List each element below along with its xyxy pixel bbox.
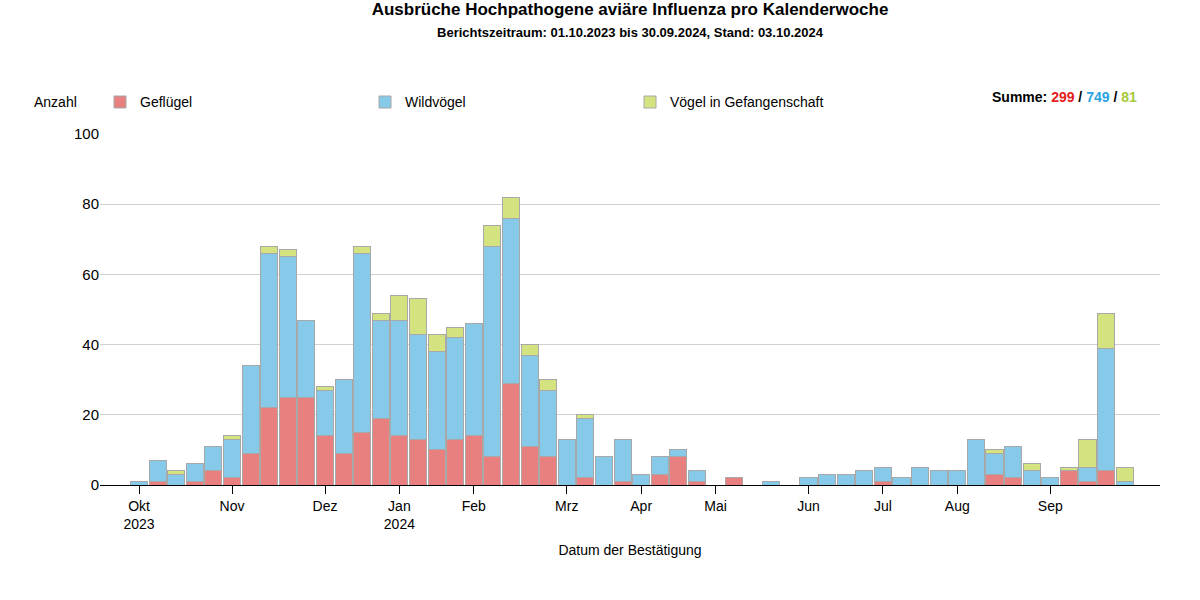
svg-text:Summe: 299 / 749 / 81: Summe: 299 / 749 / 81 [992, 89, 1137, 105]
svg-text:Anzahl: Anzahl [34, 94, 77, 110]
svg-text:Geflügel: Geflügel [140, 94, 192, 110]
svg-text:Vögel in Gefangenschaft: Vögel in Gefangenschaft [670, 94, 823, 110]
svg-text:Dez: Dez [313, 498, 338, 514]
svg-text:80: 80 [82, 195, 99, 212]
svg-text:Ausbrüche Hochpathogene aviäre: Ausbrüche Hochpathogene aviäre Influenza… [372, 0, 889, 40]
svg-text:100: 100 [74, 125, 99, 142]
svg-text:Feb: Feb [462, 498, 486, 514]
svg-text:20: 20 [82, 406, 99, 423]
svg-text:Nov: Nov [220, 498, 245, 514]
svg-text:Apr: Apr [630, 498, 652, 514]
svg-text:0: 0 [91, 476, 99, 493]
svg-text:40: 40 [82, 336, 99, 353]
svg-text:Wildvögel: Wildvögel [405, 94, 466, 110]
svg-text:Mrz: Mrz [555, 498, 578, 514]
svg-text:Jun: Jun [797, 498, 820, 514]
svg-text:Aug: Aug [945, 498, 970, 514]
svg-text:Sep: Sep [1038, 498, 1063, 514]
svg-text:Okt2023: Okt2023 [123, 498, 154, 532]
svg-text:Jan2024: Jan2024 [384, 498, 415, 532]
svg-text:Jul: Jul [874, 498, 892, 514]
svg-text:Mai: Mai [704, 498, 727, 514]
svg-text:60: 60 [82, 266, 99, 283]
svg-text:Datum der Bestätigung: Datum der Bestätigung [558, 542, 701, 558]
